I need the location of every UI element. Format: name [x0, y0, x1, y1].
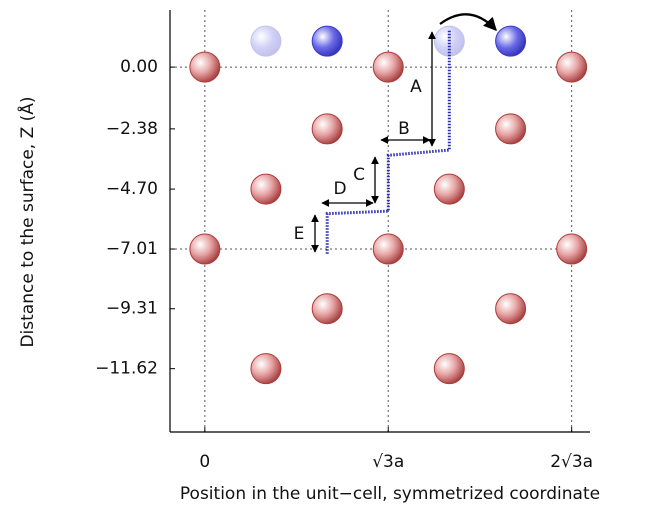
atom: [433, 353, 465, 385]
y-axis-label: Distance to the surface, Z (Å): [16, 96, 38, 347]
atom: [189, 51, 221, 83]
x-tick-label: 0: [199, 452, 210, 472]
x-axis-label: Position in the unit−cell, symmetrized c…: [180, 484, 600, 504]
y-tick-label: −4.70: [106, 179, 158, 199]
atom: [311, 113, 343, 145]
diffusion-path: [325, 30, 451, 256]
hop-arrow: [439, 13, 497, 31]
annotation: E: [294, 224, 305, 244]
atom: [311, 293, 343, 325]
atom: [372, 233, 404, 265]
y-tick-label: −2.38: [106, 119, 158, 139]
y-tick-label: 0.00: [120, 57, 158, 77]
atom: [250, 25, 282, 57]
annotation: C: [353, 165, 365, 185]
x-tick-label: 2√3a: [550, 452, 593, 472]
x-tick-label: √3a: [372, 452, 404, 472]
atom: [189, 233, 221, 265]
atom: [556, 233, 588, 265]
annotation: B: [398, 119, 410, 139]
atom: [311, 25, 343, 57]
atom: [495, 113, 527, 145]
atom: [372, 51, 404, 83]
y-tick-label: −9.31: [106, 299, 158, 319]
atom: [556, 51, 588, 83]
plot-area: 0 √3a 2√3a 0.00 −2.38 −4.70 −7.01 −9.31 −11.62: [95, 10, 593, 472]
atom: [495, 25, 527, 57]
atom: [433, 173, 465, 205]
annotation: A: [410, 77, 422, 97]
atom: [250, 353, 282, 385]
atom: [495, 293, 527, 325]
atom: [250, 173, 282, 205]
y-tick-label: −7.01: [106, 239, 158, 259]
y-tick-label: −11.62: [95, 359, 158, 379]
annotation: D: [333, 179, 346, 199]
annotations: [311, 13, 497, 253]
